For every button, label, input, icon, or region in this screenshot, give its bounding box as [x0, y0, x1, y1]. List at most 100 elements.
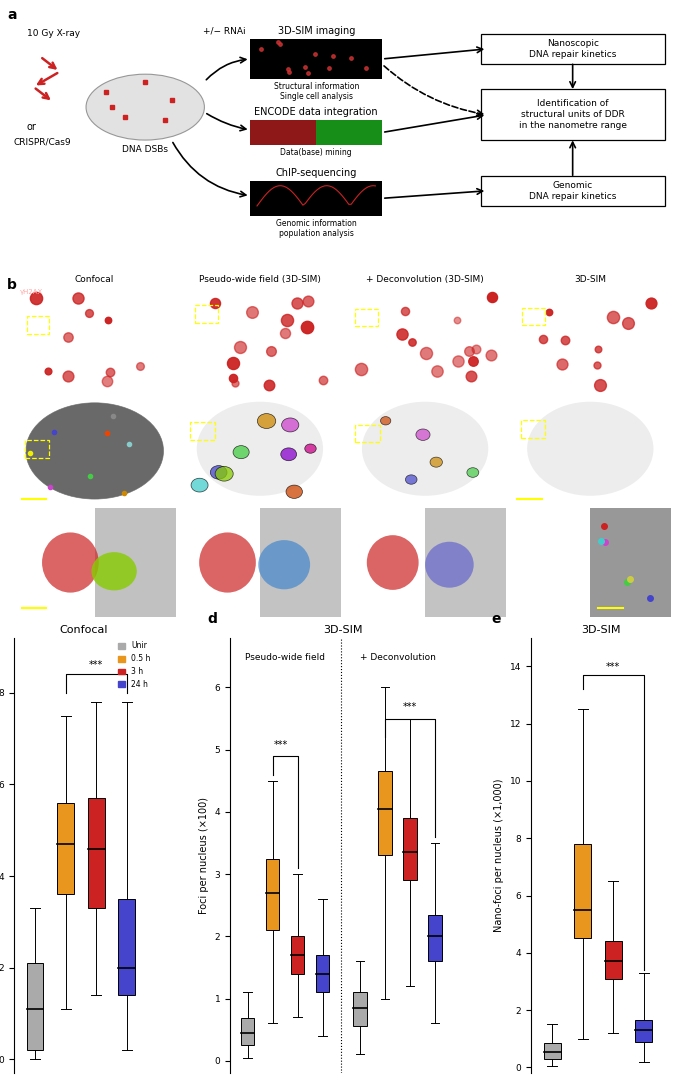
Bar — [356, 309, 378, 326]
Text: Genomic information
population analysis: Genomic information population analysis — [276, 219, 357, 238]
Point — [432, 362, 443, 379]
Point — [608, 309, 619, 326]
Point — [30, 289, 41, 307]
Point — [486, 346, 497, 363]
Bar — [290, 937, 304, 973]
Text: 10 Gy X-ray: 10 Gy X-ray — [27, 28, 80, 38]
Point — [209, 295, 220, 312]
FancyBboxPatch shape — [481, 34, 664, 64]
Bar — [403, 818, 416, 880]
Point — [396, 325, 407, 343]
Text: ***: *** — [89, 660, 103, 670]
Bar — [251, 120, 382, 145]
Ellipse shape — [215, 466, 233, 481]
Text: Pseudo-wide field: Pseudo-wide field — [245, 654, 325, 662]
Y-axis label: Nano-foci per nucleus (×1,000): Nano-foci per nucleus (×1,000) — [494, 778, 504, 932]
Bar — [636, 1020, 652, 1042]
Text: Genomic
DNA repair kinetics: Genomic DNA repair kinetics — [529, 181, 616, 201]
Ellipse shape — [210, 466, 227, 479]
Text: b: b — [7, 278, 17, 292]
Ellipse shape — [467, 467, 479, 477]
Ellipse shape — [42, 532, 99, 593]
Bar — [240, 1018, 254, 1045]
Text: DAPI: DAPI — [20, 401, 36, 406]
Legend: Unir, 0.5 h, 3 h, 24 h: Unir, 0.5 h, 3 h, 24 h — [118, 642, 151, 689]
Bar — [369, 120, 382, 145]
Point — [266, 341, 277, 359]
Ellipse shape — [86, 74, 204, 140]
Point — [104, 364, 115, 382]
Title: + Deconvolution (3D-SIM): + Deconvolution (3D-SIM) — [366, 275, 484, 284]
Bar — [290, 120, 303, 145]
Title: 3D-SIM: 3D-SIM — [582, 625, 621, 635]
Title: Confocal: Confocal — [60, 625, 108, 635]
Point — [301, 318, 312, 335]
Bar — [425, 507, 506, 617]
Point — [282, 311, 293, 328]
Bar — [95, 507, 175, 617]
Bar — [251, 39, 382, 79]
Bar — [342, 120, 356, 145]
Point — [592, 340, 603, 358]
Ellipse shape — [197, 402, 323, 495]
Bar — [329, 120, 342, 145]
Point — [557, 354, 568, 372]
Bar — [27, 964, 43, 1050]
Text: 3D-SIM imaging: 3D-SIM imaging — [277, 26, 355, 36]
Ellipse shape — [26, 403, 164, 499]
Bar — [266, 859, 279, 930]
Bar — [251, 120, 264, 145]
Text: CRISPR/Cas9: CRISPR/Cas9 — [14, 138, 71, 146]
Text: γH2AX: γH2AX — [20, 289, 43, 295]
Ellipse shape — [281, 448, 297, 461]
Bar — [522, 308, 545, 325]
Bar — [190, 423, 214, 440]
Text: Data(base) mining: Data(base) mining — [280, 147, 352, 157]
Text: Identification of
structural units of DDR
in the nanometre range: Identification of structural units of DD… — [519, 99, 627, 130]
Point — [595, 376, 606, 393]
Text: + Deconvolution: + Deconvolution — [360, 654, 436, 662]
Text: 192: 192 — [320, 492, 334, 501]
Point — [279, 324, 290, 341]
Bar — [260, 507, 341, 617]
Text: 262: 262 — [485, 492, 499, 501]
Point — [227, 353, 238, 371]
Point — [464, 343, 475, 360]
Ellipse shape — [425, 542, 474, 588]
Point — [543, 302, 554, 320]
Text: ***: *** — [606, 662, 621, 672]
Bar — [251, 181, 382, 216]
Point — [134, 357, 145, 374]
Point — [622, 314, 633, 332]
Bar — [88, 798, 105, 908]
Text: Nanoscopic
DNA repair kinetics: Nanoscopic DNA repair kinetics — [529, 39, 616, 59]
Point — [235, 338, 246, 356]
Text: ***: *** — [274, 739, 288, 750]
Point — [62, 328, 73, 346]
Ellipse shape — [362, 402, 488, 495]
FancyBboxPatch shape — [481, 89, 664, 140]
Bar — [264, 120, 277, 145]
Point — [538, 331, 549, 348]
Bar — [316, 955, 329, 992]
Bar — [356, 425, 379, 442]
Bar — [544, 1043, 560, 1059]
Point — [303, 292, 314, 309]
Point — [264, 376, 275, 393]
Point — [317, 371, 328, 388]
Text: ENCODE data integration: ENCODE data integration — [254, 107, 378, 117]
Text: +/− RNAi: +/− RNAi — [203, 27, 245, 36]
Ellipse shape — [305, 444, 316, 453]
Point — [560, 332, 571, 349]
Ellipse shape — [406, 475, 417, 485]
Bar — [356, 120, 369, 145]
Bar — [58, 802, 74, 894]
Point — [103, 311, 114, 328]
Point — [72, 289, 83, 307]
Bar — [574, 844, 591, 939]
Bar — [316, 120, 329, 145]
Point — [452, 311, 463, 328]
Text: ChIP-sequencing: ChIP-sequencing — [275, 168, 357, 178]
Bar — [27, 317, 49, 334]
Ellipse shape — [366, 535, 419, 590]
